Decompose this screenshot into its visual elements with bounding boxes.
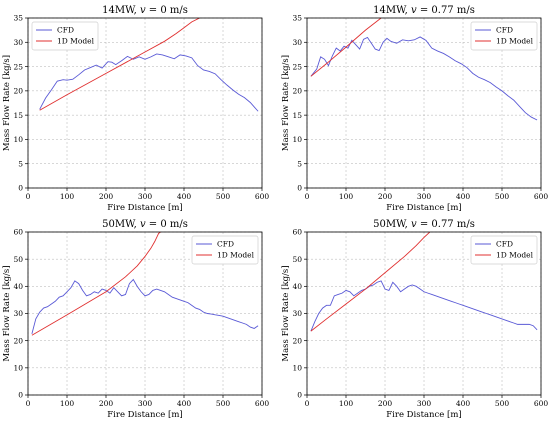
y-tick-label: 30 xyxy=(13,309,23,318)
y-tick-label: 35 xyxy=(292,14,302,23)
x-tick-label: 400 xyxy=(456,399,471,408)
legend-box xyxy=(470,235,538,265)
series-line-cfd xyxy=(31,278,259,334)
y-tick-label: 20 xyxy=(292,87,302,96)
chart-title: 14MW, v = 0 m/s xyxy=(102,5,188,16)
series-line-1d-model xyxy=(310,18,382,77)
series-line-1d-model xyxy=(310,232,431,332)
y-tick-label: 20 xyxy=(13,87,23,96)
x-tick-label: 500 xyxy=(216,399,231,408)
chart-title: 50MW, v = 0.77 m/s xyxy=(373,219,475,230)
legend: CFD 1D Model xyxy=(31,21,99,51)
x-tick-label: 600 xyxy=(255,192,270,201)
y-tick-label: 40 xyxy=(13,282,23,291)
y-axis-label: Mass Flow Rate [kg/s] xyxy=(281,265,291,361)
x-tick-label: 500 xyxy=(495,192,510,201)
subplot-3: 0 100 200 300 400 500 600 0 10 20 30 40 50 60 Fire Dis… xyxy=(2,219,269,420)
y-tick-label: 10 xyxy=(13,135,23,144)
x-axis-label: Fire Distance [m] xyxy=(386,203,461,213)
legend-box xyxy=(191,235,259,265)
y-tick-label: 5 xyxy=(297,159,302,168)
y-axis-label: Mass Flow Rate [kg/s] xyxy=(2,265,12,361)
y-tick-label: 60 xyxy=(292,228,302,237)
x-tick-label: 300 xyxy=(138,192,153,201)
y-tick-label: 30 xyxy=(292,38,302,47)
x-tick-label: 0 xyxy=(26,399,31,408)
series-line-cfd xyxy=(39,53,259,112)
y-tick-label: 10 xyxy=(292,135,302,144)
legend: CFD 1D Model xyxy=(470,21,538,51)
y-axis-label: Mass Flow Rate [kg/s] xyxy=(281,55,291,151)
y-tick-label: 20 xyxy=(13,336,23,345)
y-tick-label: 30 xyxy=(292,309,302,318)
x-tick-label: 300 xyxy=(417,192,432,201)
subplot-1: 0 100 200 300 400 500 600 0 5 10 15 20 25 30 35 Fire Di… xyxy=(2,5,269,213)
legend-label: 1D Model xyxy=(496,251,534,260)
x-tick-label: 0 xyxy=(26,192,31,201)
x-axis-label: Fire Distance [m] xyxy=(107,203,182,213)
x-axis-label: Fire Distance [m] xyxy=(386,410,461,420)
legend-label: CFD xyxy=(217,240,234,249)
subplot-2: 0 100 200 300 400 500 600 0 5 10 15 20 25 30 35 Fire Di… xyxy=(281,5,548,213)
y-tick-label: 5 xyxy=(18,159,23,168)
subplot-4: 0 100 200 300 400 500 600 0 10 20 30 40 50 60 Fire Dis… xyxy=(281,219,548,420)
x-tick-label: 300 xyxy=(138,399,153,408)
y-tick-label: 0 xyxy=(297,184,302,193)
legend-label: 1D Model xyxy=(57,37,95,46)
legend-label: CFD xyxy=(57,26,74,35)
x-tick-label: 100 xyxy=(60,399,75,408)
x-tick-label: 100 xyxy=(60,192,75,201)
y-tick-label: 20 xyxy=(292,336,302,345)
x-tick-label: 200 xyxy=(99,399,114,408)
x-axis-label: Fire Distance [m] xyxy=(107,410,182,420)
x-tick-label: 600 xyxy=(534,399,549,408)
legend-box xyxy=(31,21,99,51)
x-tick-label: 400 xyxy=(456,192,471,201)
legend-box xyxy=(470,21,538,51)
legend-label: CFD xyxy=(496,240,513,249)
y-tick-label: 35 xyxy=(13,14,23,23)
y-tick-label: 30 xyxy=(13,38,23,47)
y-tick-label: 10 xyxy=(292,364,302,373)
x-tick-label: 400 xyxy=(177,399,192,408)
x-tick-label: 400 xyxy=(177,192,192,201)
y-tick-label: 40 xyxy=(292,282,302,291)
x-tick-label: 200 xyxy=(99,192,114,201)
x-tick-label: 200 xyxy=(378,192,393,201)
legend-label: 1D Model xyxy=(217,251,255,260)
x-tick-label: 100 xyxy=(339,192,354,201)
series-line-cfd xyxy=(310,36,538,121)
x-tick-label: 0 xyxy=(305,192,310,201)
series-line-1d-model xyxy=(39,18,200,111)
y-tick-label: 0 xyxy=(18,391,23,400)
y-tick-label: 60 xyxy=(13,228,23,237)
y-tick-label: 0 xyxy=(18,184,23,193)
legend-label: 1D Model xyxy=(496,37,534,46)
x-tick-label: 300 xyxy=(417,399,432,408)
y-tick-label: 0 xyxy=(297,391,302,400)
y-tick-label: 50 xyxy=(13,255,23,264)
y-tick-label: 15 xyxy=(13,111,23,120)
legend-label: CFD xyxy=(496,26,513,35)
chart-title: 14MW, v = 0.77 m/s xyxy=(373,5,475,16)
x-tick-label: 600 xyxy=(534,192,549,201)
series-line-1d-model xyxy=(31,232,161,336)
y-tick-label: 25 xyxy=(13,62,23,71)
x-tick-label: 100 xyxy=(339,399,354,408)
x-tick-label: 500 xyxy=(216,192,231,201)
y-tick-label: 25 xyxy=(292,62,302,71)
x-tick-label: 0 xyxy=(305,399,310,408)
series-line-cfd xyxy=(310,280,538,332)
chart-title: 50MW, v = 0 m/s xyxy=(102,219,188,230)
legend: CFD 1D Model xyxy=(191,235,259,265)
x-tick-label: 600 xyxy=(255,399,270,408)
legend: CFD 1D Model xyxy=(470,235,538,265)
x-tick-label: 500 xyxy=(495,399,510,408)
y-tick-label: 50 xyxy=(292,255,302,264)
y-tick-label: 10 xyxy=(13,364,23,373)
y-axis-label: Mass Flow Rate [kg/s] xyxy=(2,55,12,151)
y-tick-label: 15 xyxy=(292,111,302,120)
x-tick-label: 200 xyxy=(378,399,393,408)
